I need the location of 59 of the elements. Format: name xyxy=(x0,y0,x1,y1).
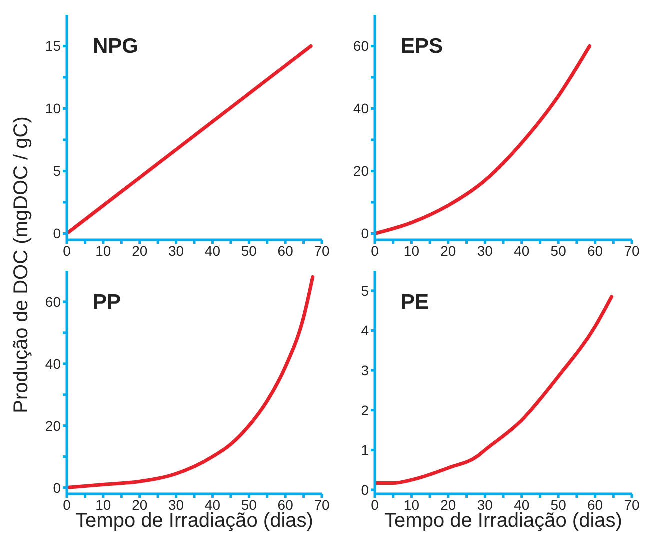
x-axis-title: Tempo de Irradiação (dias) xyxy=(384,510,622,532)
x-tick-label: 10 xyxy=(404,242,420,259)
x-tick-label: 20 xyxy=(440,496,456,513)
y-tick-label: 15 xyxy=(45,38,62,54)
x-tick-label: 60 xyxy=(587,496,604,513)
x-tick-label: 30 xyxy=(477,242,494,259)
x-tick-label: 0 xyxy=(371,242,380,259)
y-tick-label: 40 xyxy=(353,100,370,117)
x-tick-label: 10 xyxy=(96,496,112,513)
y-tick-label: 5 xyxy=(361,282,370,299)
x-tick-label: 60 xyxy=(278,242,294,259)
x-tick-label: 50 xyxy=(550,242,567,259)
y-tick-label: 5 xyxy=(53,163,62,180)
line-series xyxy=(67,275,315,490)
y-tick-label: 3 xyxy=(361,362,370,379)
y-tick-label: 20 xyxy=(45,418,62,434)
y-tick-label: 0 xyxy=(53,480,62,496)
x-tick-label: 20 xyxy=(132,496,148,513)
line-series xyxy=(375,295,614,485)
y-tick-label: 10 xyxy=(45,100,62,117)
x-tick-label: 40 xyxy=(514,496,530,513)
y-tick-label: 20 xyxy=(353,163,370,180)
x-tick-label: 10 xyxy=(96,242,112,259)
text: EPS xyxy=(401,35,444,59)
x-tick-label: 40 xyxy=(204,242,221,259)
x-tick-label: 30 xyxy=(168,242,184,259)
x-tick-label: 70 xyxy=(624,496,640,513)
y-tick-label: 60 xyxy=(45,294,62,310)
x-tick-label: 50 xyxy=(241,242,258,259)
y-tick-label: 4 xyxy=(361,322,370,339)
text: NPG xyxy=(93,35,139,59)
x-tick-label: 10 xyxy=(404,496,420,513)
x-tick-label: 50 xyxy=(550,496,567,513)
y-tick-label: 0 xyxy=(361,226,370,242)
x-axis-title: Tempo de Irradiação (dias) xyxy=(76,510,314,532)
x-tick-label: 70 xyxy=(314,242,330,259)
x-tick-label: 70 xyxy=(624,242,640,259)
text: PP xyxy=(93,291,122,315)
x-tick-label: 20 xyxy=(132,242,148,259)
y-tick-label: 60 xyxy=(353,38,370,54)
x-tick-label: 0 xyxy=(63,242,72,259)
y-axis-title: Produção de DOC (mgDOC / gC) xyxy=(10,116,34,414)
x-tick-label: 20 xyxy=(440,242,456,259)
x-tick-label: 0 xyxy=(371,496,380,513)
x-tick-label: 50 xyxy=(241,496,258,513)
x-tick-label: 40 xyxy=(204,496,221,513)
x-tick-label: 0 xyxy=(63,496,72,513)
y-tick-label: 0 xyxy=(53,226,62,242)
x-tick-label: 70 xyxy=(314,496,330,513)
x-tick-label: 30 xyxy=(477,496,494,513)
x-tick-label: 60 xyxy=(278,496,294,513)
y-tick-label: 2 xyxy=(361,402,370,418)
x-tick-label: 60 xyxy=(587,242,604,259)
y-tick-label: 40 xyxy=(45,356,62,372)
text: PE xyxy=(401,291,430,315)
x-tick-label: 30 xyxy=(168,496,184,513)
y-tick-label: 1 xyxy=(361,442,370,458)
x-tick-label: 40 xyxy=(514,242,530,259)
y-tick-label: 0 xyxy=(361,482,370,498)
